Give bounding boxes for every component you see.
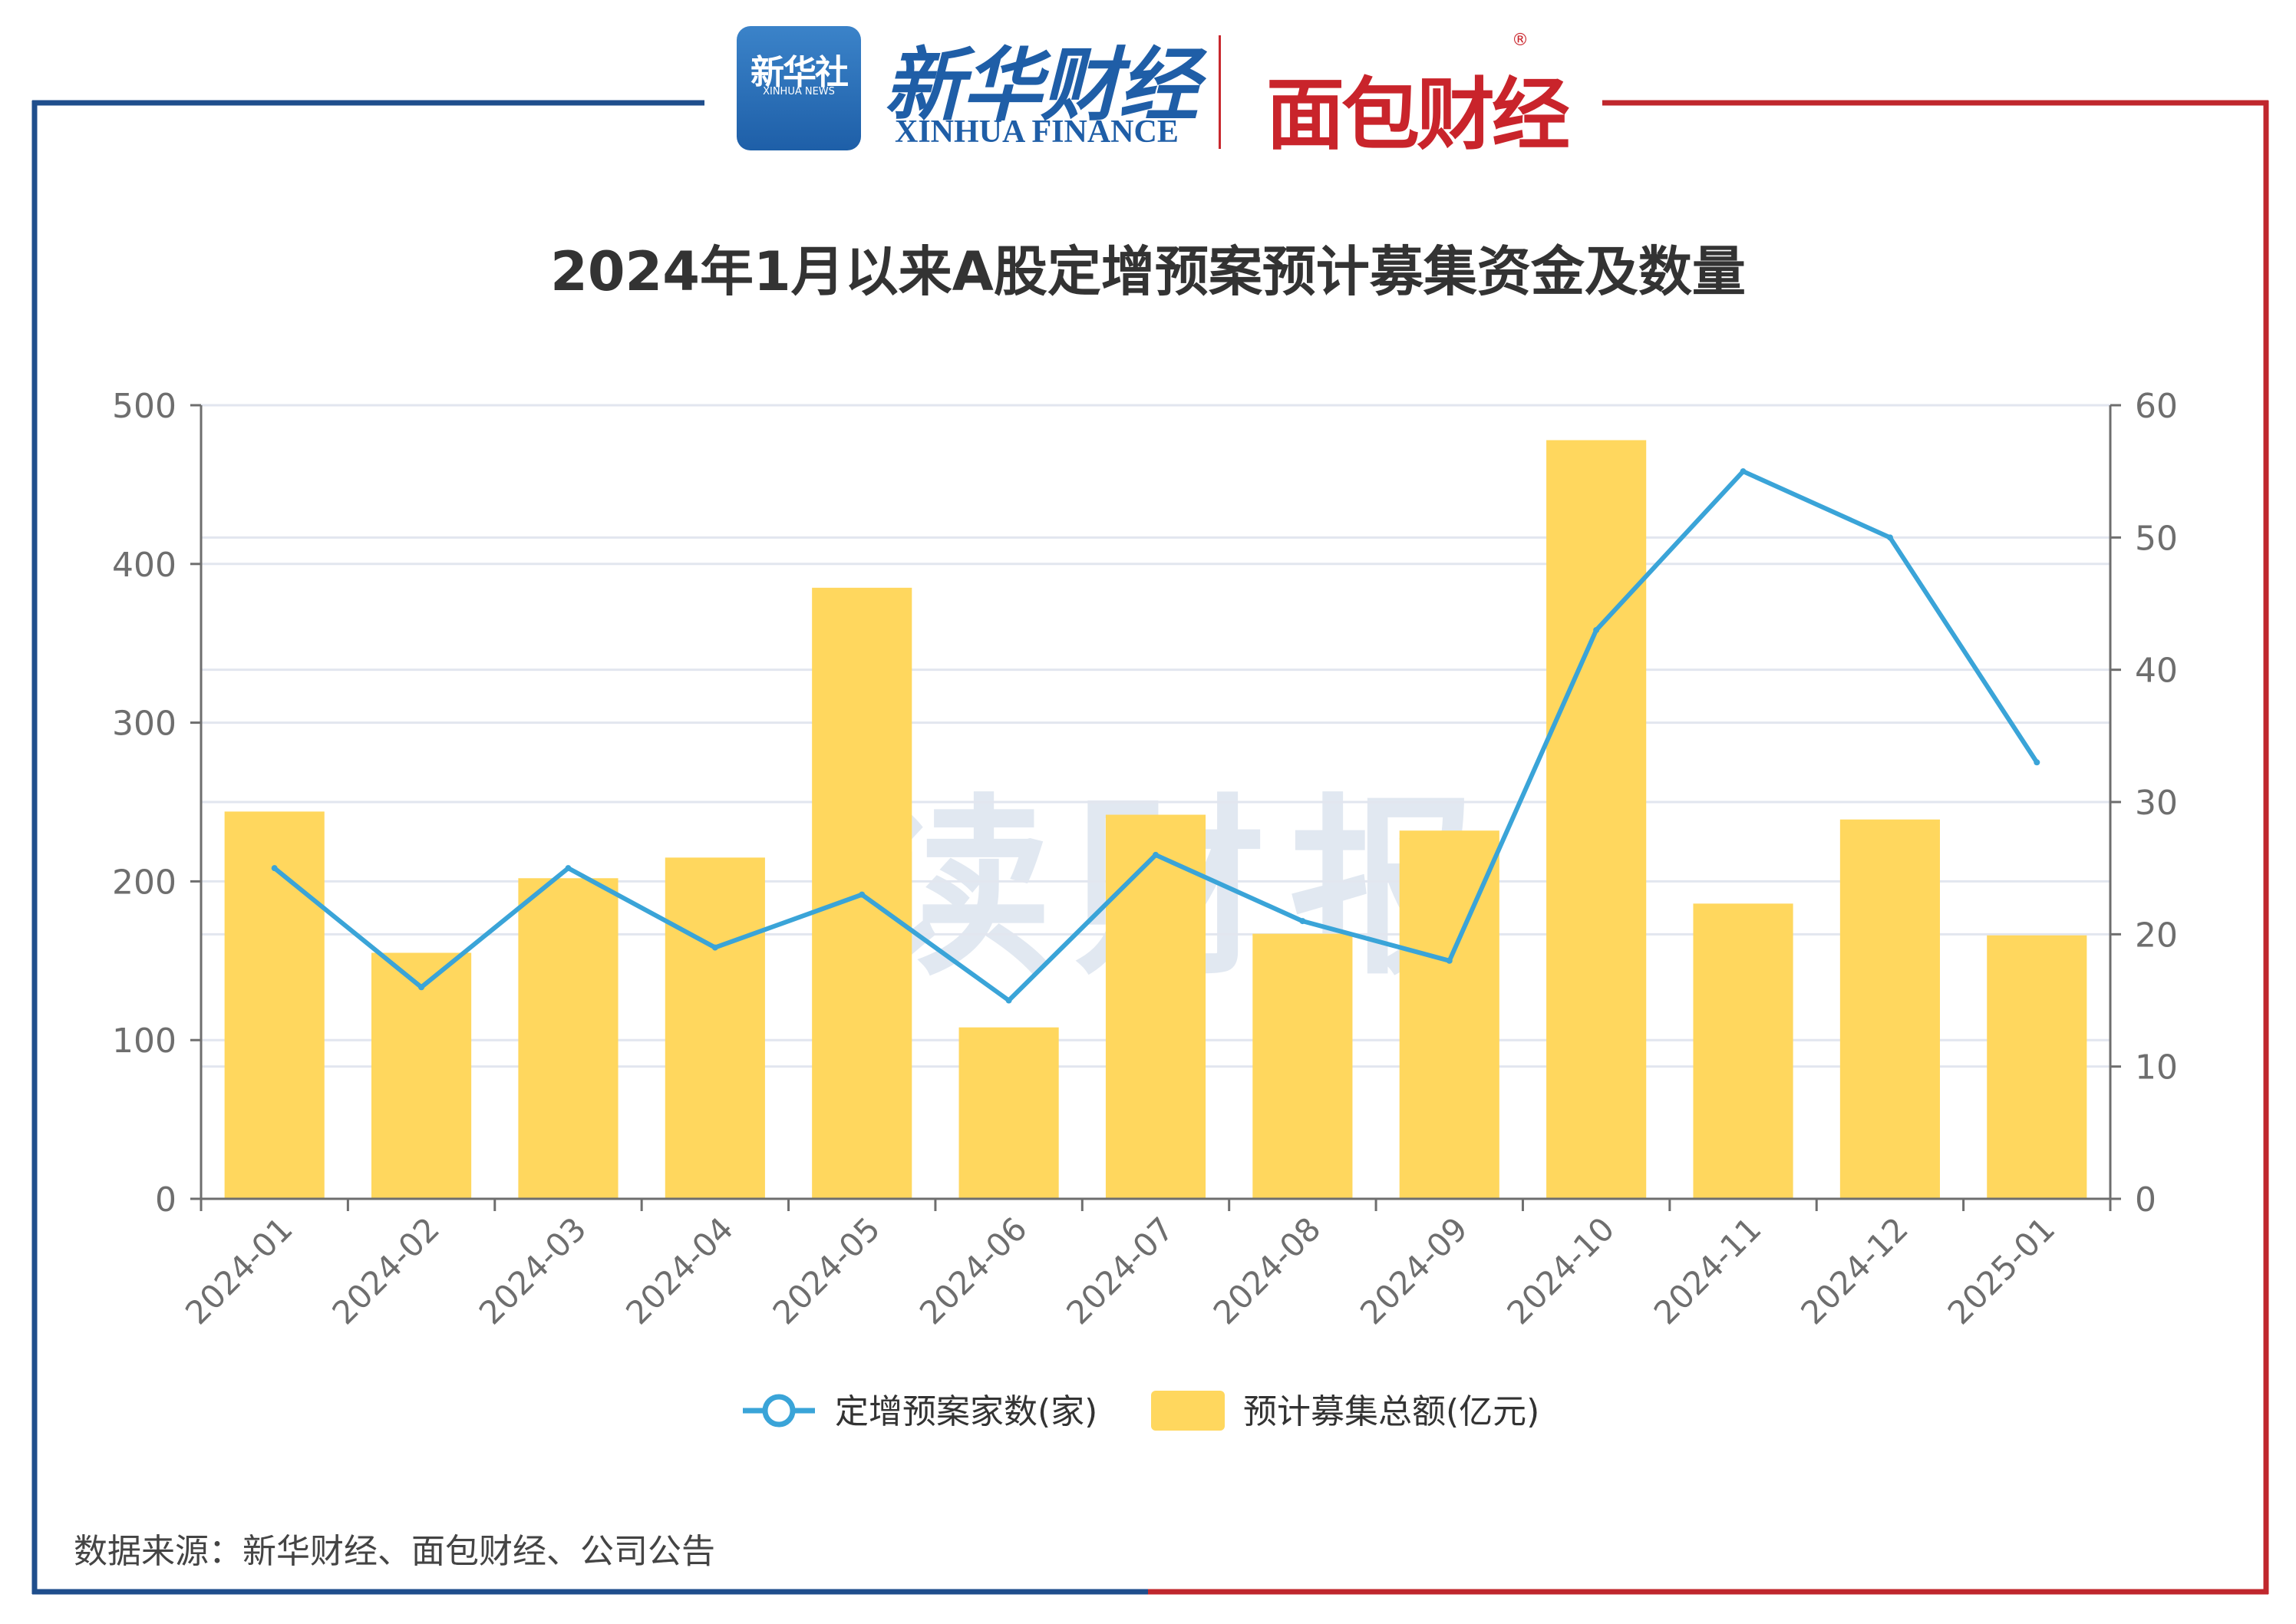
line-point <box>1153 851 1159 858</box>
line-point <box>271 865 278 872</box>
line-point <box>1446 957 1453 964</box>
legend-line-marker <box>762 1394 796 1428</box>
bar <box>958 1027 1059 1199</box>
x-tick-label: 2025-01 <box>1941 1210 2063 1332</box>
bar <box>371 952 472 1199</box>
y-left-tick-label: 0 <box>155 1180 176 1220</box>
header-logos: 新华社 XINHUA NEWS 新华财经 XINHUA FINANCE 面包财经… <box>737 20 1581 161</box>
y-left-tick-label: 200 <box>112 863 176 902</box>
legend-bar-swatch <box>1151 1391 1225 1431</box>
bars <box>224 440 2087 1199</box>
bar <box>665 857 765 1199</box>
chart-title: 2024年1月以来A股定增预案预计募集资金及数量 <box>550 240 1746 303</box>
line-point <box>711 944 718 951</box>
x-tick-label: 2024-06 <box>912 1210 1034 1332</box>
xinhua-news-badge: 新华社 XINHUA NEWS <box>737 26 861 150</box>
line-point <box>1005 997 1012 1004</box>
bar <box>1693 903 1793 1199</box>
y-right-tick-label: 60 <box>2135 387 2178 426</box>
bar <box>224 811 325 1199</box>
x-tick-label: 2024-01 <box>178 1210 300 1332</box>
line-point <box>859 891 866 898</box>
line-point <box>1740 468 1747 475</box>
legend-label-amount: 预计募集总额(亿元) <box>1243 1392 1539 1431</box>
xinhua-finance-logo: 新华财经 <box>884 38 1199 132</box>
x-tick-label: 2024-11 <box>1647 1210 1769 1332</box>
line-series <box>271 468 2040 1004</box>
x-tick-label: 2024-08 <box>1206 1210 1328 1332</box>
y-right-tick-label: 30 <box>2135 784 2178 823</box>
xinhua-badge-english: XINHUA NEWS <box>763 86 835 97</box>
line-point <box>1886 534 1893 541</box>
x-tick-label: 2024-04 <box>619 1210 741 1332</box>
x-tick-label: 2024-03 <box>472 1210 594 1332</box>
y-right-tick-label: 40 <box>2135 652 2178 691</box>
y-left-tick-label: 400 <box>112 546 176 585</box>
bar <box>1546 440 1647 1199</box>
line-point <box>1593 626 1600 633</box>
y-right-tick-label: 10 <box>2135 1048 2178 1088</box>
logo-separator <box>1219 35 1221 149</box>
bar <box>1987 935 2087 1199</box>
bar <box>1105 814 1206 1199</box>
bar <box>518 878 619 1199</box>
xinhua-finance-english: XINHUA FINANCE <box>895 114 1179 150</box>
bar <box>1252 933 1353 1199</box>
data-source-note: 数据来源：新华财经、面包财经、公司公告 <box>74 1532 715 1571</box>
xinhua-badge-text: 新华社 <box>750 53 849 92</box>
y-right-tick-label: 50 <box>2135 519 2178 558</box>
legend: 定增预案家数(家) 预计募集总额(亿元) <box>743 1391 1539 1431</box>
y-left-tick-label: 100 <box>112 1022 176 1061</box>
x-tick-label: 2024-09 <box>1353 1210 1475 1332</box>
mianbao-finance-logo: 面包财经 <box>1266 70 1570 161</box>
x-tick-label: 2024-02 <box>325 1210 447 1332</box>
line-point <box>565 865 572 872</box>
x-tick-label: 2024-07 <box>1059 1210 1181 1332</box>
x-tick-label: 2024-05 <box>766 1210 888 1332</box>
x-tick-label: 2024-10 <box>1499 1210 1621 1332</box>
line-point <box>1299 918 1306 925</box>
line-point <box>2034 759 2040 766</box>
bar <box>1399 830 1499 1199</box>
y-left-tick-label: 300 <box>112 705 176 744</box>
y-left-tick-label: 500 <box>112 387 176 426</box>
legend-label-count: 定增预案家数(家) <box>835 1392 1097 1431</box>
x-tick-label: 2024-12 <box>1793 1210 1915 1332</box>
registered-mark: ® <box>1512 31 1529 50</box>
line-point <box>418 984 425 991</box>
bar <box>1839 819 1940 1199</box>
y-right-tick-label: 0 <box>2135 1180 2156 1220</box>
y-right-tick-label: 20 <box>2135 916 2178 955</box>
